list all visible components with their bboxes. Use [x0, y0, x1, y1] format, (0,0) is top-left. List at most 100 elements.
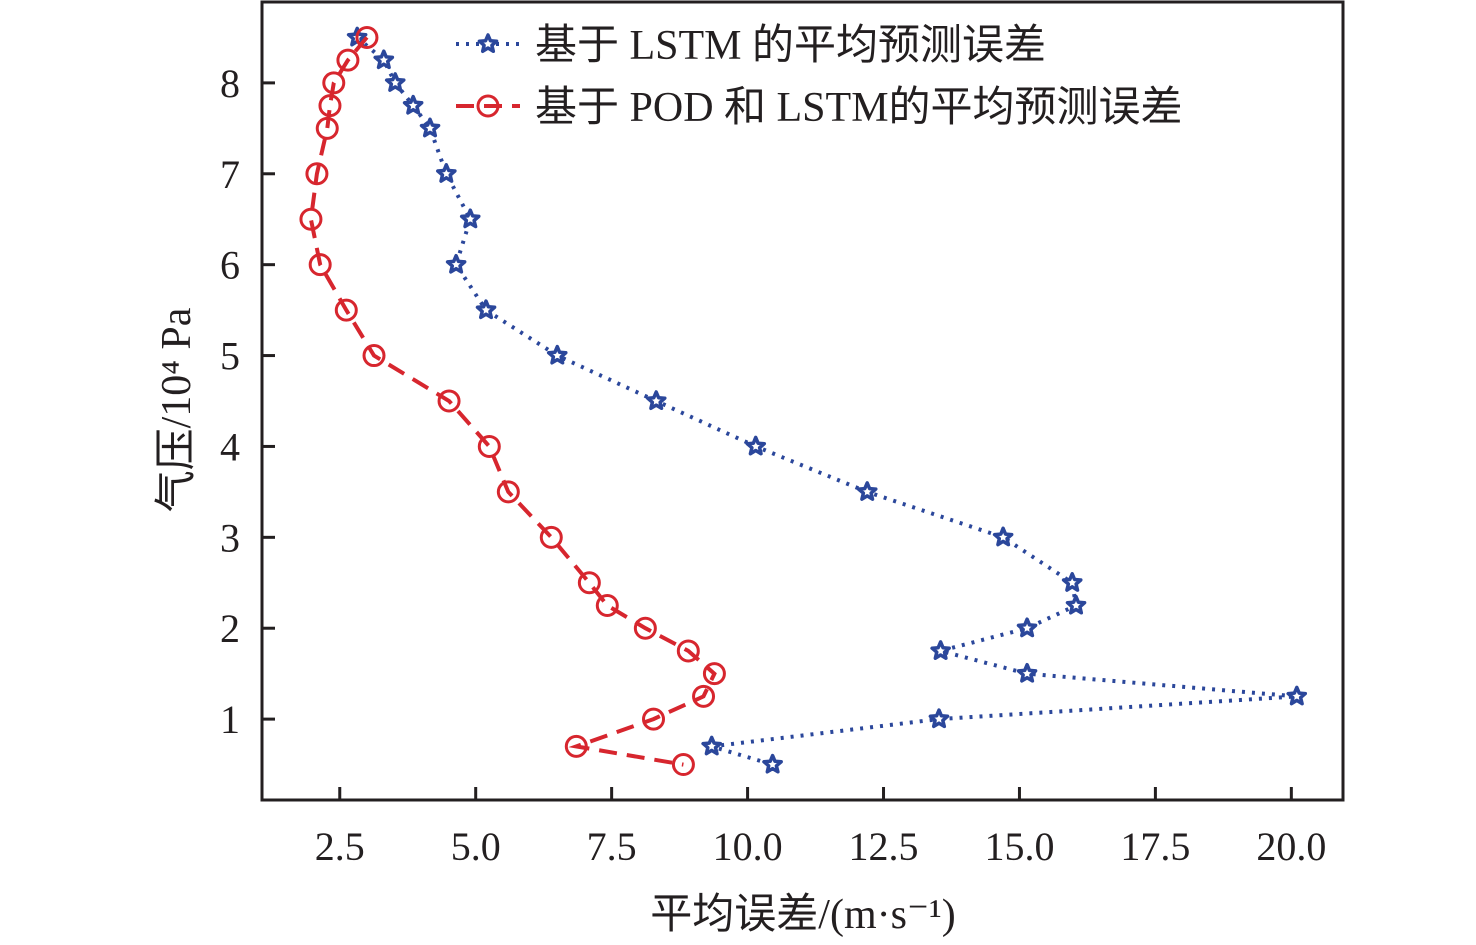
tick-layer: 2.5 5.0 7.5 10.0 12.5 15.0 17.5 20.0 1 2 3 4 5 6 7 8 [220, 61, 1326, 869]
series-line [308, 36, 717, 767]
marker-circle [539, 525, 563, 549]
data-point [856, 481, 878, 501]
data-point [633, 616, 657, 640]
x-tick-label: 5.0 [451, 824, 501, 869]
data-point [1065, 594, 1087, 615]
data-point [564, 734, 588, 758]
data-point [762, 753, 783, 774]
data-point [992, 526, 1014, 547]
legend-marker [477, 33, 499, 54]
x-tick-label: 10.0 [713, 824, 783, 869]
data-point [477, 434, 501, 458]
marker-circle [671, 753, 695, 777]
y-tick-label: 4 [220, 424, 240, 469]
data-point [1061, 572, 1083, 592]
marker-circle [305, 162, 329, 186]
marker-circle [642, 707, 666, 731]
data-point [496, 480, 520, 504]
x-axis-title: 平均误差/(m·s⁻¹) [650, 892, 955, 938]
data-point [308, 253, 332, 277]
data-point [336, 48, 360, 72]
marker-circle [577, 571, 601, 595]
data-point [702, 662, 726, 686]
data-point [1016, 662, 1038, 683]
plot-frame [260, 0, 1345, 802]
marker-circle [564, 734, 588, 758]
series-pod-lstm [299, 25, 726, 777]
series-lstm [346, 26, 1308, 774]
data-point [539, 525, 563, 549]
marker-circle [477, 434, 501, 458]
data-point [671, 753, 695, 777]
x-tick-label: 2.5 [315, 824, 365, 869]
legend-label: 基于 LSTM 的平均预测误差 [535, 23, 1046, 69]
marker-circle [496, 480, 520, 504]
data-point [692, 684, 716, 708]
data-point [305, 162, 329, 186]
y-axis-title: 气压/10⁴ Pa [154, 307, 200, 512]
data-point [930, 640, 951, 660]
legend-item: 基于 POD 和 LSTM的平均预测误差 [456, 85, 1183, 131]
marker-circle [676, 639, 700, 663]
marker-circle [692, 684, 716, 708]
data-point [315, 116, 339, 140]
marker-circle [315, 116, 339, 140]
legend-marker [476, 94, 500, 118]
data-point [322, 71, 346, 95]
data-point [577, 571, 601, 595]
x-tick-label: 20.0 [1256, 824, 1326, 869]
marker-circle [334, 298, 358, 322]
marker-circle [702, 662, 726, 686]
marker-circle [299, 207, 323, 231]
x-tick-label: 17.5 [1120, 824, 1190, 869]
data-point [436, 163, 457, 183]
data-point [745, 435, 767, 456]
data-point [334, 298, 358, 322]
data-point [355, 25, 379, 49]
legend-item: 基于 LSTM 的平均预测误差 [456, 23, 1046, 69]
y-tick-label: 3 [220, 515, 240, 560]
data-point [459, 208, 481, 229]
data-point [928, 708, 950, 729]
marker-circle [362, 344, 386, 368]
data-point [318, 94, 342, 118]
y-tick-label: 2 [220, 606, 240, 651]
y-tick-label: 7 [220, 152, 240, 197]
data-point [595, 593, 619, 617]
data-point [645, 390, 667, 411]
data-point [384, 72, 406, 92]
y-tick-label: 8 [220, 61, 240, 106]
x-tick-label: 12.5 [849, 824, 919, 869]
series-line [355, 35, 1297, 767]
marker-circle [308, 253, 332, 277]
data-point [546, 344, 568, 365]
marker-circle [336, 48, 360, 72]
y-tick-label: 1 [220, 697, 240, 742]
data-point [373, 49, 395, 70]
data-point [1286, 685, 1308, 706]
data-point [445, 253, 467, 274]
legend-label: 基于 POD 和 LSTM的平均预测误差 [535, 85, 1183, 131]
marker-circle [633, 616, 657, 640]
y-tick-label: 6 [220, 243, 240, 288]
x-tick-label: 7.5 [587, 824, 637, 869]
data-point [701, 735, 723, 756]
marker-circle [595, 593, 619, 617]
marker-circle [318, 94, 342, 118]
marker-circle [476, 94, 500, 118]
data-point [419, 117, 441, 138]
marker-circle [437, 389, 461, 413]
x-tick-label: 15.0 [984, 824, 1054, 869]
data-point [676, 639, 700, 663]
data-point [1016, 617, 1038, 638]
y-tick-label: 5 [220, 334, 240, 379]
data-point [642, 707, 666, 731]
data-point [362, 344, 386, 368]
marker-circle [322, 71, 346, 95]
data-point [475, 299, 497, 320]
data-point [402, 94, 424, 115]
data-point [299, 207, 323, 231]
series-layer [299, 25, 1308, 777]
